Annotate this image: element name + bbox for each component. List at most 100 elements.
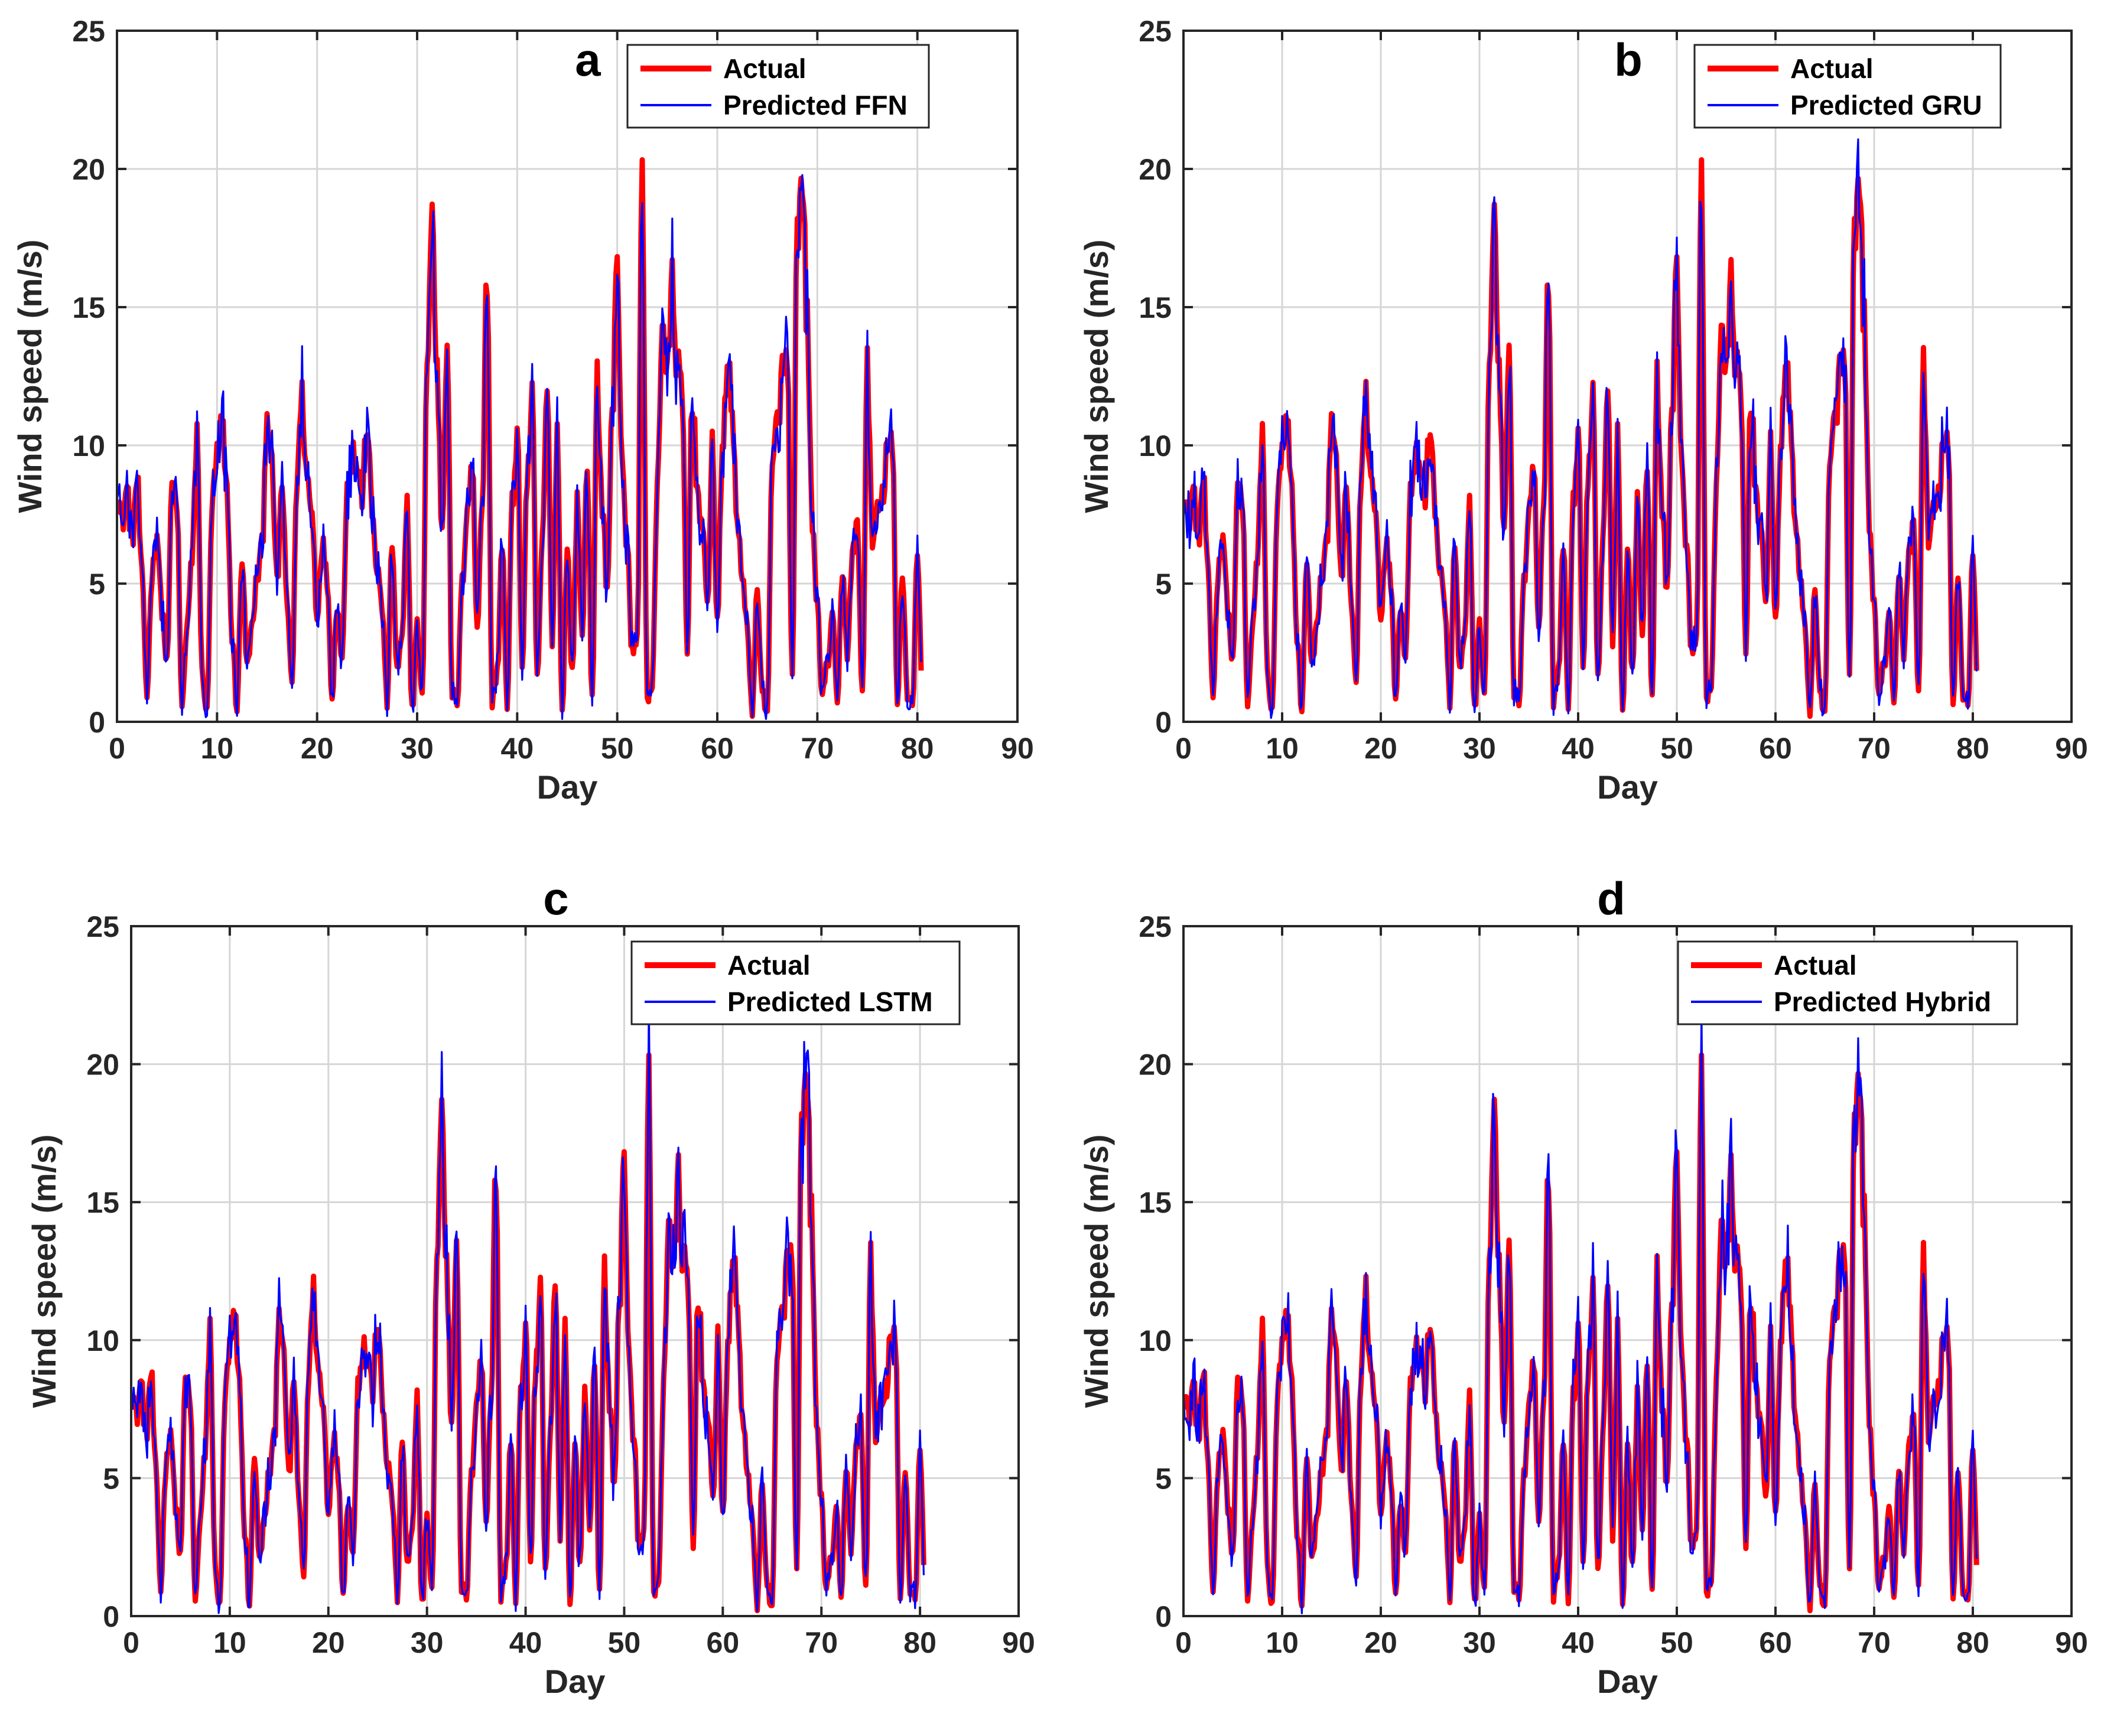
- x-tick-label: 20: [301, 732, 334, 765]
- legend-label: Predicted LSTM: [727, 986, 933, 1017]
- legend-label: Actual: [1774, 950, 1857, 981]
- y-tick-label: 0: [103, 1600, 119, 1633]
- x-tick-label: 60: [707, 1626, 740, 1659]
- x-tick-label: 40: [1562, 732, 1595, 765]
- x-tick-label: 80: [1956, 1626, 1989, 1659]
- x-tick-label: 90: [2055, 732, 2088, 765]
- y-axis-label: Wind speed (m/s): [1078, 239, 1115, 513]
- x-tick-label: 20: [312, 1626, 345, 1659]
- x-axis-label: Day: [537, 768, 598, 806]
- series-predicted-line: [1183, 1011, 1978, 1614]
- x-tick-label: 60: [701, 732, 734, 765]
- legend-label: Predicted FFN: [723, 90, 908, 120]
- panel-letter: a: [575, 34, 601, 86]
- y-tick-label: 15: [1139, 291, 1172, 324]
- y-tick-label: 10: [1139, 1324, 1172, 1357]
- y-tick-label: 0: [1155, 706, 1172, 739]
- x-tick-label: 80: [903, 1626, 936, 1659]
- x-tick-label: 30: [1463, 732, 1496, 765]
- y-tick-label: 5: [89, 568, 105, 601]
- x-tick-label: 70: [805, 1626, 838, 1659]
- panel-letter: c: [543, 872, 568, 924]
- panel-letter: d: [1597, 872, 1625, 924]
- legend-box: [630, 940, 961, 1025]
- x-tick-label: 40: [509, 1626, 542, 1659]
- y-tick-label: 15: [72, 291, 105, 324]
- axes-frame: [1182, 925, 2073, 1617]
- x-tick-label: 10: [1266, 732, 1299, 765]
- x-tick-label: 50: [608, 1626, 641, 1659]
- legend-box: [1677, 940, 2018, 1025]
- y-tick-label: 25: [1139, 910, 1172, 943]
- axes-frame: [1182, 30, 2073, 723]
- x-tick-label: 10: [201, 732, 234, 765]
- x-tick-label: 50: [1660, 1626, 1693, 1659]
- x-tick-label: 0: [123, 1626, 139, 1659]
- x-tick-label: 50: [1660, 732, 1693, 765]
- x-tick-label: 20: [1364, 1626, 1397, 1659]
- x-tick-label: 70: [801, 732, 834, 765]
- panel-a: 0 10 20 30 40 50 60 70 80 90 0 5 10 15 20 25 Day Wind spe…: [11, 15, 1034, 806]
- panel-letter: b: [1614, 34, 1643, 86]
- y-tick-label: 5: [1155, 1462, 1172, 1495]
- y-tick-label: 5: [103, 1462, 119, 1495]
- legend-box: [626, 44, 930, 129]
- series-predicted-line: [117, 174, 922, 720]
- y-tick-label: 25: [86, 910, 119, 943]
- x-tick-label: 70: [1858, 1626, 1891, 1659]
- y-tick-label: 25: [72, 15, 105, 48]
- legend-label: Actual: [723, 53, 807, 84]
- axes-frame: [130, 925, 1020, 1617]
- x-tick-label: 50: [601, 732, 634, 765]
- x-tick-label: 80: [901, 732, 934, 765]
- legend-label: Predicted GRU: [1790, 90, 1982, 120]
- x-axis-label: Day: [1597, 768, 1658, 806]
- x-axis-label: Day: [545, 1663, 606, 1700]
- legend: Actual Predicted LSTM: [630, 940, 961, 1025]
- y-tick-label: 20: [1139, 153, 1172, 186]
- y-tick-label: 10: [86, 1324, 119, 1357]
- x-tick-label: 60: [1759, 732, 1792, 765]
- series-predicted-line: [131, 1004, 925, 1614]
- legend: Actual Predicted Hybrid: [1677, 940, 2018, 1025]
- y-tick-label: 0: [1155, 1600, 1172, 1633]
- x-tick-label: 60: [1759, 1626, 1792, 1659]
- y-tick-label: 25: [1139, 15, 1172, 48]
- y-axis-label: Wind speed (m/s): [1078, 1134, 1115, 1408]
- y-tick-label: 5: [1155, 568, 1172, 601]
- y-tick-label: 0: [89, 706, 105, 739]
- legend-box: [1693, 44, 2002, 129]
- panel-d: 0 10 20 30 40 50 60 70 80 90 0 5 10 15 20 25 Day Wind spe…: [1078, 872, 2088, 1700]
- series-predicted-line: [1183, 138, 1978, 719]
- x-tick-label: 10: [1266, 1626, 1299, 1659]
- y-tick-label: 20: [1139, 1048, 1172, 1082]
- x-tick-label: 30: [411, 1626, 444, 1659]
- x-tick-label: 0: [1175, 1626, 1192, 1659]
- x-tick-label: 30: [1463, 1626, 1496, 1659]
- legend-label: Actual: [1790, 53, 1874, 84]
- y-tick-label: 15: [1139, 1186, 1172, 1219]
- x-tick-label: 0: [1175, 732, 1192, 765]
- x-tick-label: 90: [1002, 1626, 1035, 1659]
- y-tick-label: 20: [86, 1048, 119, 1082]
- y-axis-label: Wind speed (m/s): [25, 1134, 63, 1408]
- x-tick-label: 10: [213, 1626, 246, 1659]
- legend: Actual Predicted GRU: [1693, 44, 2002, 129]
- x-tick-label: 80: [1956, 732, 1989, 765]
- x-tick-label: 40: [501, 732, 534, 765]
- x-tick-label: 40: [1562, 1626, 1595, 1659]
- panel-c: 0 10 20 30 40 50 60 70 80 90 0 5 10 15 20 25 Day Wind spe…: [25, 872, 1035, 1700]
- x-tick-label: 20: [1364, 732, 1397, 765]
- axes-frame: [116, 30, 1019, 723]
- x-tick-label: 30: [401, 732, 434, 765]
- y-axis-label: Wind speed (m/s): [11, 239, 48, 513]
- y-tick-label: 10: [1139, 429, 1172, 463]
- legend-label: Actual: [727, 950, 811, 981]
- x-axis-label: Day: [1597, 1663, 1658, 1700]
- x-tick-label: 90: [1001, 732, 1034, 765]
- legend-label: Predicted Hybrid: [1774, 986, 1991, 1017]
- x-tick-label: 70: [1858, 732, 1891, 765]
- x-tick-label: 0: [109, 732, 125, 765]
- y-tick-label: 20: [72, 153, 105, 186]
